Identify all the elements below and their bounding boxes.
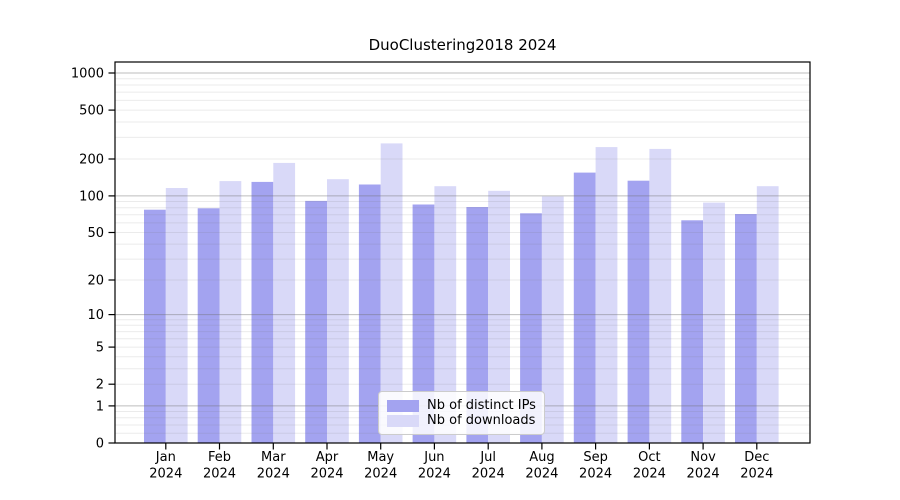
x-tick-label: Oct 2024 [633, 450, 666, 482]
x-tick-label: May 2024 [364, 450, 397, 482]
bars-nb-of-downloads [165, 143, 779, 443]
bar-jan-nb-of-downloads [165, 188, 188, 443]
legend-label-downloads: Nb of downloads [427, 413, 536, 428]
bar-mar-nb-of-distinct-ips [251, 181, 274, 443]
bar-mar-nb-of-downloads [273, 162, 296, 443]
bar-jun-nb-of-downloads [434, 186, 457, 443]
bar-feb-nb-of-downloads [219, 181, 242, 443]
x-tick-label: Sep 2024 [579, 450, 612, 482]
bar-apr-nb-of-downloads [327, 179, 349, 443]
bar-jun-nb-of-distinct-ips [412, 204, 435, 443]
bar-jan-nb-of-distinct-ips [144, 209, 166, 443]
bar-may-nb-of-distinct-ips [358, 184, 381, 443]
y-tick-label: 1000 [71, 67, 104, 82]
bar-dec-nb-of-distinct-ips [735, 214, 757, 443]
y-tick-label: 100 [79, 189, 104, 204]
bar-jul-nb-of-downloads [488, 190, 510, 443]
legend-swatch-distinct-ips [387, 399, 419, 412]
x-tick-label: Jul 2024 [472, 450, 505, 482]
axis-frame [114, 61, 811, 444]
chart-title: DuoClustering2018 2024 [368, 36, 557, 54]
x-tick-label: Aug 2024 [525, 450, 558, 482]
legend-item-downloads: Nb of downloads [387, 413, 536, 428]
bar-dec-nb-of-downloads [756, 186, 779, 443]
y-tick-label: 200 [79, 153, 104, 168]
bar-may-nb-of-downloads [380, 143, 403, 443]
x-axis-labels: Jan 2024 Feb 2024 Mar 2024 Apr 2024 May 2024 Jun 20… [149, 443, 773, 482]
bar-feb-nb-of-distinct-ips [197, 208, 220, 443]
x-tick-label: Mar 2024 [257, 450, 290, 482]
bar-sep-nb-of-distinct-ips [573, 172, 596, 443]
x-tick-label: Feb 2024 [203, 450, 236, 482]
x-tick-label: Dec 2024 [740, 450, 773, 482]
x-tick-label: Apr 2024 [310, 450, 343, 482]
y-axis-labels: 0 1 2 5 10 20 50 100 200 500 1000 [71, 67, 115, 452]
bar-sep-nb-of-downloads [595, 147, 618, 443]
bar-oct-nb-of-downloads [649, 148, 672, 443]
legend-item-distinct-ips: Nb of distinct IPs [387, 398, 536, 413]
bar-aug-nb-of-distinct-ips [520, 213, 542, 443]
legend-label-distinct-ips: Nb of distinct IPs [427, 398, 536, 413]
y-tick-label: 5 [96, 341, 104, 356]
y-tick-label: 10 [87, 308, 104, 323]
y-tick-label: 20 [87, 274, 104, 289]
bar-jul-nb-of-distinct-ips [466, 207, 489, 443]
x-tick-label: Nov 2024 [687, 450, 720, 482]
bar-apr-nb-of-distinct-ips [305, 200, 327, 443]
bar-nov-nb-of-downloads [703, 202, 725, 443]
bar-nov-nb-of-distinct-ips [681, 220, 704, 443]
y-tick-label: 0 [96, 437, 104, 452]
bar-oct-nb-of-distinct-ips [627, 180, 650, 443]
bar-aug-nb-of-downloads [541, 196, 564, 443]
y-tick-label: 2 [96, 378, 104, 393]
y-tick-label: 500 [79, 104, 104, 119]
x-tick-label: Jan 2024 [149, 450, 182, 482]
y-tick-label: 50 [87, 226, 104, 241]
legend-swatch-downloads [387, 414, 419, 427]
y-tick-label: 1 [96, 399, 104, 414]
legend: Nb of distinct IPs Nb of downloads [378, 391, 545, 435]
x-tick-label: Jun 2024 [418, 450, 451, 482]
bars-nb-of-distinct-ips [144, 172, 757, 443]
